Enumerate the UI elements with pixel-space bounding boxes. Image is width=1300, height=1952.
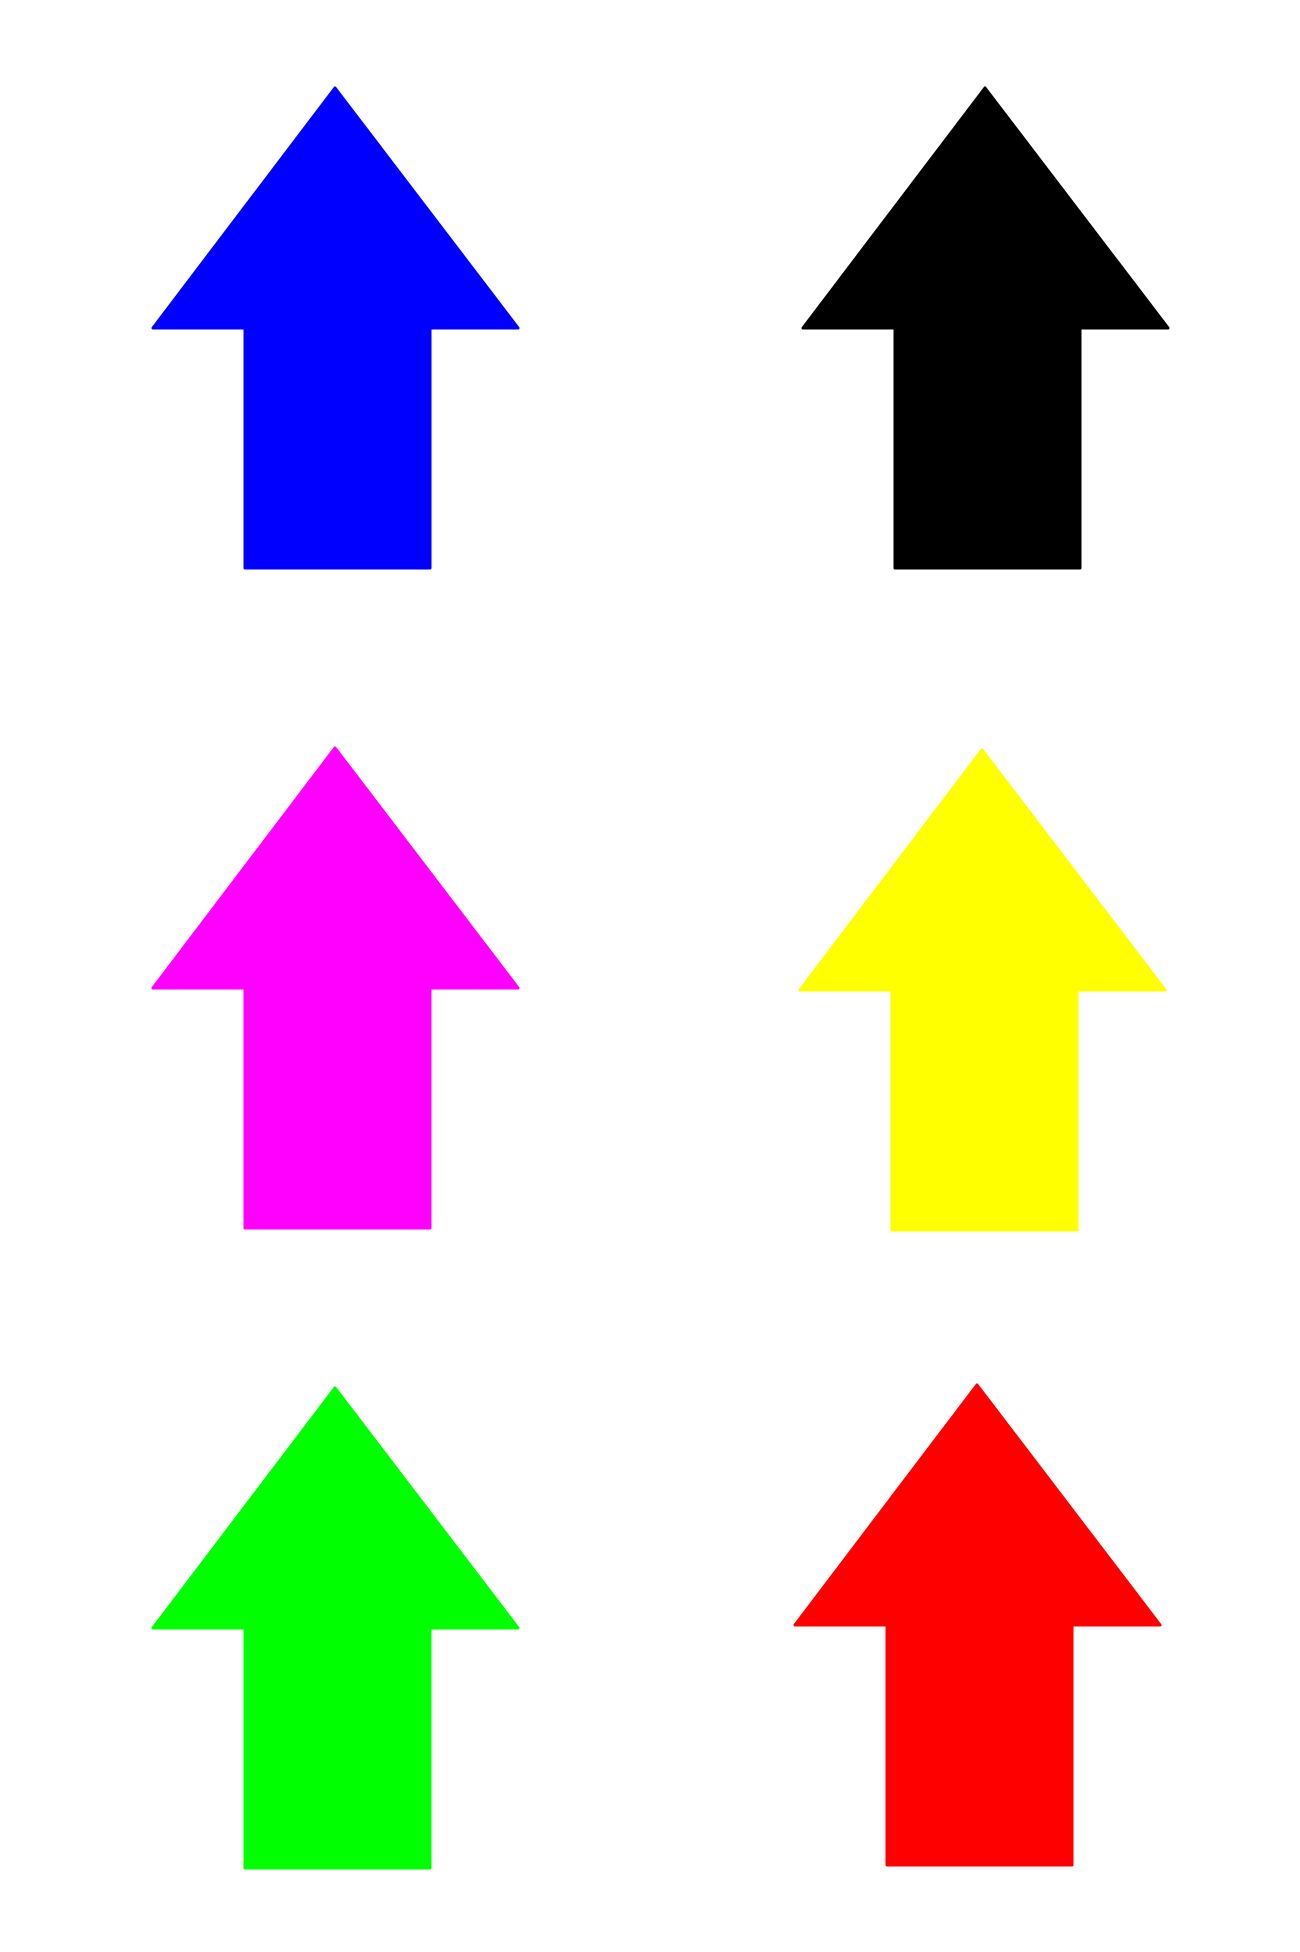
magenta-up-arrow [151, 746, 520, 1230]
yellow-up-arrow [798, 748, 1167, 1232]
red-up-arrow [793, 1383, 1162, 1867]
black-up-arrow [801, 86, 1170, 570]
green-up-arrow [151, 1386, 520, 1870]
arrow-grid [151, 86, 1170, 1870]
blue-up-arrow [151, 86, 520, 570]
